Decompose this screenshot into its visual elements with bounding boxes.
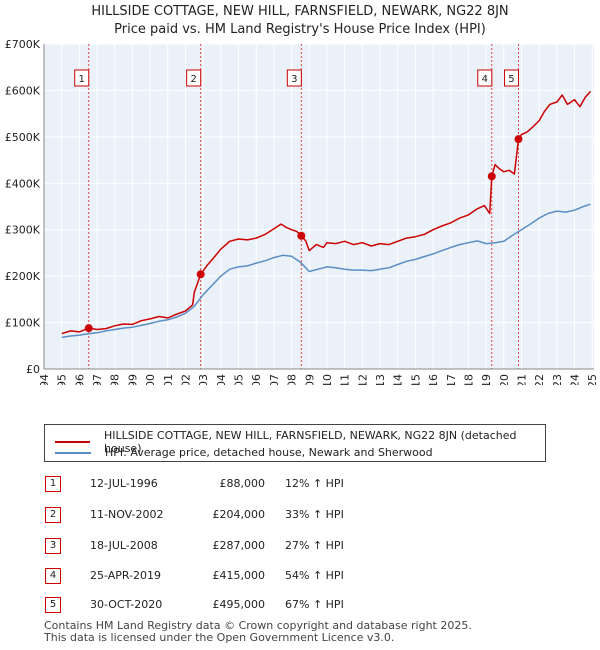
sale-label: 5 — [508, 74, 514, 85]
x-tick-label: 2022 — [533, 374, 546, 385]
sale-point — [297, 231, 306, 240]
x-tick-label: 1996 — [73, 374, 86, 385]
x-tick-label: 2023 — [551, 374, 564, 385]
sale-label: 2 — [191, 74, 197, 85]
transaction-hpi: 54% ↑ HPI — [285, 569, 344, 582]
x-tick-label: 1999 — [126, 374, 139, 385]
transaction-number: 1 — [45, 476, 61, 492]
x-tick-label: 2012 — [356, 374, 369, 385]
transaction-number: 5 — [45, 597, 61, 613]
x-tick-label: 2002 — [179, 374, 192, 385]
hpi-line — [61, 203, 591, 339]
y-tick-label: £100K — [5, 317, 41, 330]
transaction-date: 11-NOV-2002 — [90, 508, 164, 521]
transaction-date: 30-OCT-2020 — [90, 598, 163, 611]
sale-point — [514, 135, 523, 144]
sale-point — [84, 324, 93, 333]
x-tick-label: 2017 — [445, 374, 458, 385]
sale-point — [196, 270, 205, 279]
x-tick-label: 2020 — [498, 374, 511, 385]
transaction-number: 2 — [45, 507, 61, 523]
x-tick-label: 1994 — [38, 374, 51, 385]
x-tick-label: 1997 — [91, 374, 104, 385]
x-tick-label: 2007 — [268, 374, 281, 385]
sale-label-box — [503, 69, 519, 87]
sale-label-box — [74, 69, 90, 87]
sale-label: 1 — [79, 74, 85, 85]
plot-area — [44, 44, 594, 369]
x-tick-label: 2010 — [321, 374, 334, 385]
x-tick-label: 2003 — [197, 374, 210, 385]
y-tick-label: £300K — [5, 224, 41, 237]
transaction-date: 12-JUL-1996 — [90, 477, 158, 490]
sale-point — [487, 172, 496, 181]
transaction-price: £287,000 — [212, 539, 266, 552]
transaction-row: 4 25-APR-2019 £415,000 54% ↑ HPI — [0, 568, 600, 596]
y-tick-label: £200K — [5, 270, 41, 283]
legend-swatch-property — [55, 441, 91, 443]
y-tick-label: £0 — [26, 363, 40, 376]
x-tick-label: 2001 — [162, 374, 175, 385]
x-tick-label: 2004 — [215, 374, 228, 385]
x-tick-label: 2011 — [339, 374, 352, 385]
sale-label-box — [477, 69, 493, 87]
sale-label: 3 — [291, 74, 297, 85]
transaction-price: £495,000 — [212, 598, 266, 611]
transaction-hpi: 33% ↑ HPI — [285, 508, 344, 521]
footer-copyright: Contains HM Land Registry data © Crown c… — [44, 619, 472, 632]
transaction-price: £204,000 — [212, 508, 266, 521]
transaction-row: 5 30-OCT-2020 £495,000 67% ↑ HPI — [0, 597, 600, 625]
transaction-hpi: 12% ↑ HPI — [285, 477, 344, 490]
x-tick-label: 2015 — [409, 374, 422, 385]
x-tick-label: 2016 — [427, 374, 440, 385]
x-tick-label: 2013 — [374, 374, 387, 385]
transaction-number: 3 — [45, 538, 61, 554]
transaction-hpi: 67% ↑ HPI — [285, 598, 344, 611]
x-tick-label: 2006 — [250, 374, 263, 385]
y-tick-label: £600K — [5, 84, 41, 97]
x-tick-label: 2018 — [462, 374, 475, 385]
legend-item-hpi: HPI: Average price, detached house, Newa… — [55, 446, 433, 459]
transaction-date: 18-JUL-2008 — [90, 539, 158, 552]
x-tick-label: 2025 — [586, 374, 599, 385]
price-chart: £0 £100K £200K £300K £400K £500K £600K £700K 19… — [5, 40, 599, 385]
transaction-price: £415,000 — [212, 569, 266, 582]
x-tick-label: 2024 — [569, 374, 582, 385]
transaction-row: 3 18-JUL-2008 £287,000 27% ↑ HPI — [0, 538, 600, 566]
transaction-row: 2 11-NOV-2002 £204,000 33% ↑ HPI — [0, 507, 600, 535]
footer-license: This data is licensed under the Open Gov… — [44, 631, 395, 644]
x-tick-label: 2000 — [144, 374, 157, 385]
legend-label-hpi: HPI: Average price, detached house, Newa… — [105, 446, 433, 459]
legend: HILLSIDE COTTAGE, NEW HILL, FARNSFIELD, … — [44, 424, 546, 462]
y-tick-label: £500K — [5, 131, 41, 144]
y-tick-label: £400K — [5, 177, 41, 190]
x-tick-label: 2021 — [515, 374, 528, 385]
legend-label-property: HILLSIDE COTTAGE, NEW HILL, FARNSFIELD, … — [104, 429, 517, 455]
x-tick-label: 2005 — [233, 374, 246, 385]
x-tick-label: 2014 — [392, 374, 405, 385]
transaction-price: £88,000 — [219, 477, 266, 490]
legend-swatch-hpi — [55, 451, 91, 454]
transaction-hpi: 27% ↑ HPI — [285, 539, 344, 552]
sale-label-box — [286, 69, 302, 87]
transaction-date: 25-APR-2019 — [90, 569, 162, 582]
x-tick-label: 1998 — [109, 374, 122, 385]
transaction-number: 4 — [45, 568, 61, 584]
x-tick-label: 2009 — [303, 374, 316, 385]
sale-label: 4 — [482, 74, 488, 85]
legend-item-property: HILLSIDE COTTAGE, NEW HILL, FARNSFIELD, … — [55, 429, 545, 455]
chart-subtitle: Price paid vs. HM Land Registry's House … — [114, 22, 486, 37]
x-tick-label: 2008 — [286, 374, 299, 385]
transaction-row: 1 12-JUL-1996 £88,000 12% ↑ HPI — [0, 476, 600, 504]
chart-title: HILLSIDE COTTAGE, NEW HILL, FARNSFIELD, … — [91, 4, 509, 19]
y-tick-label: £700K — [5, 40, 41, 51]
x-tick-label: 1995 — [56, 374, 69, 385]
sale-label-box — [186, 69, 202, 87]
x-tick-label: 2019 — [480, 374, 493, 385]
